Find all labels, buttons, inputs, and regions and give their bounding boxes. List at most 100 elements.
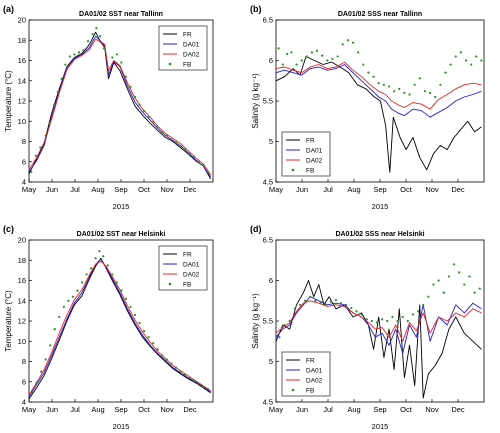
panel-c-xtick-label: Jun [46, 405, 58, 414]
panel-d-fb-point [478, 287, 481, 290]
panel-d: (d) DA01/02 SSS near Helsinki 4.5 5 5.5 6 6.… [250, 224, 485, 431]
panel-a-fb-point [179, 145, 182, 148]
panel-c-fb-point [156, 348, 159, 351]
panel-b-fb-point [377, 82, 380, 85]
panel-d-fb-point [329, 300, 332, 303]
panel-a-fb-point [77, 51, 81, 54]
panel-d-xtick-label: Nov [425, 405, 439, 414]
panel-b-legend-label: DA02 [306, 157, 323, 164]
panel-d-xtick-label: Jul [323, 405, 333, 414]
panel-c-xtick-label: Aug [91, 405, 104, 414]
panel-c-ytick-label: 12 [18, 317, 26, 326]
panel-b-xtick-label: Jul [323, 185, 333, 194]
panel-b-fb-point [382, 83, 385, 86]
panel-c-fb-point [58, 315, 61, 319]
panel-b-fb-point [418, 77, 421, 80]
panel-a: (a) DA01/02 SST near Tallinn 4 6 8 10 12 14 16… [3, 4, 214, 211]
panel-c-fb-point [174, 366, 177, 369]
panel-b-fb-point [367, 71, 370, 74]
panel-b-fb-point [326, 59, 329, 62]
panel-b-fb-point [315, 49, 319, 52]
panel-d-xtick-label: Sep [373, 405, 386, 414]
panel-c-fb-point [152, 342, 155, 345]
panel-b-fb-point [362, 63, 365, 66]
panel-c-ytick-label: 10 [18, 337, 26, 346]
panel-d-fb-point [278, 336, 281, 339]
panel-c-fb-point [76, 289, 79, 292]
panel-c-plot: 4 6 8 10 12 14 16 18 20 May Jun Jul Aug Sep Oct Nov Dec F… [18, 236, 214, 414]
panel-b-fb-point [464, 59, 468, 62]
panel-a-legend-box [158, 25, 208, 71]
panel-d-fb-point [422, 303, 425, 306]
panel-d-fb-point [452, 263, 456, 266]
panel-a-ytick-label: 16 [18, 56, 26, 65]
panel-a-fb-point [147, 116, 150, 119]
panel-a-ytick-label: 14 [18, 76, 26, 85]
panel-a-fb-point [56, 90, 59, 93]
panel-d-fb-point [381, 318, 384, 321]
panel-a-fb-point [170, 138, 173, 141]
panel-d-fb-point [355, 310, 358, 313]
panel-a-fb-point [39, 146, 42, 149]
panel-a-xtick-label: Sep [114, 185, 127, 194]
panel-d-plot: 4.5 5 5.5 6 6.5 May Jun Jul Aug Sep Oct Nov Dec FR DA0… [263, 236, 485, 414]
panel-d-legend-label: FR [306, 357, 315, 364]
panel-d-ytick-label: 5 [269, 357, 273, 366]
panel-a-fb-point [95, 27, 98, 30]
panel-a-xtick-label: Jul [70, 185, 80, 194]
panel-a-fb-point [115, 53, 118, 56]
panel-b-xlabel: 2015 [372, 202, 389, 211]
panel-d-fb-point [401, 315, 404, 319]
panel-c-xtick-label: Sep [114, 405, 127, 414]
panel-c-fb-point [40, 370, 43, 373]
panel-d-xtick-label: Aug [347, 405, 360, 414]
panel-a-fb-point [206, 170, 209, 173]
panel-d-legend-label: DA02 [306, 377, 323, 384]
panel-c-da01-line [28, 258, 211, 398]
panel-b-xtick-label: Jun [296, 185, 308, 194]
panel-b-fb-point [439, 83, 442, 86]
panel-d-fb-point [324, 303, 327, 306]
panel-b-xtick-label: Nov [425, 185, 439, 194]
panel-c-fb-point [115, 281, 118, 284]
panel-d-fb-point [334, 298, 338, 302]
panel-a-fb-point [161, 131, 164, 134]
panel-a-ytick-label: 10 [18, 117, 26, 126]
panel-a-fb-point [124, 75, 128, 78]
panel-a-fb-point [152, 121, 155, 124]
panel-c-title: DA01/02 SST near Helsinki [77, 231, 166, 238]
panel-d-fb-point [386, 319, 389, 323]
panel-c-legend-box [158, 245, 208, 291]
panel-b-legend-label: FR [306, 137, 315, 144]
panel-a-fb-point [202, 163, 205, 166]
panel-a-fb-point [73, 53, 76, 56]
panel-c-fb-point [138, 321, 141, 325]
panel-b-legend-label: FB [306, 167, 314, 174]
panel-c-fb-point [94, 257, 97, 260]
panel-c-fb-point [80, 281, 84, 284]
panel-d-da01-line [275, 296, 482, 354]
panel-c: (c) DA01/02 SST near Helsinki 4 6 8 10 12 14 1… [3, 224, 214, 431]
panel-d-fb-point [442, 291, 445, 294]
panel-c-fb-point [206, 387, 209, 390]
panel-b-fb-point [281, 63, 284, 66]
panel-b-fb-point [295, 63, 298, 66]
panel-b-fb-point [290, 51, 293, 54]
panel-b-fb-point [310, 51, 314, 54]
panel-b-fb-point [286, 52, 289, 56]
panel-d-ytick-label: 5.5 [263, 317, 273, 326]
panel-c-fb-point [49, 344, 52, 347]
panel-b-fb-point [449, 63, 452, 66]
panel-a-fb-point [192, 155, 196, 158]
panel-c-fb-point [192, 379, 196, 382]
panel-a-xlabel: 2015 [113, 202, 130, 211]
panel-b-fb-point [300, 59, 303, 62]
panel-b-legend-swatch [291, 168, 295, 172]
panel-d-fb-point [463, 283, 466, 286]
panel-b-fb-point [305, 55, 308, 58]
panel-d-fb-point [375, 321, 379, 324]
panel-a-fb-point [102, 47, 106, 50]
panel-a-fb-point [64, 63, 67, 66]
panel-c-fb-point [67, 299, 70, 302]
panel-b-ytick-label: 5.5 [263, 97, 273, 106]
